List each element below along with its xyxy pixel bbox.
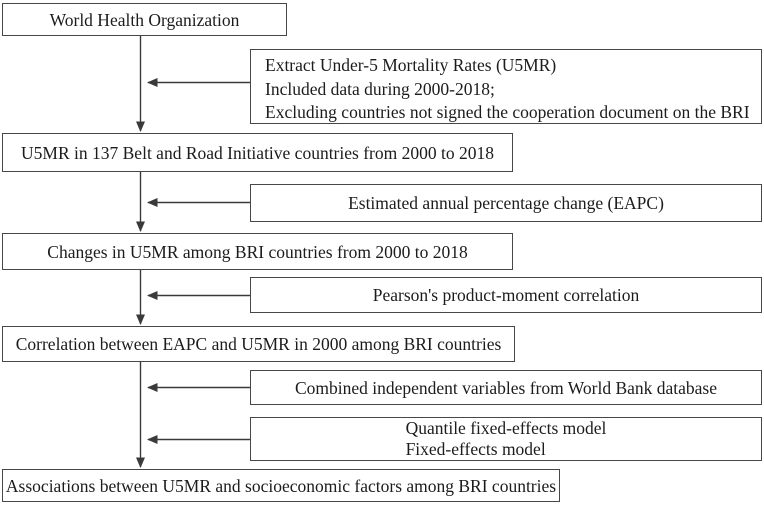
sidenode-extract-u5mr: Extract Under-5 Mortality Rates (U5MR) I… — [250, 49, 762, 124]
node-world-health-organization: World Health Organization — [2, 3, 287, 36]
sidenode-fixed-effects-models: Quantile fixed-effects model Fixed-effec… — [250, 417, 762, 461]
sidenode-text-line: Quantile fixed-effects model — [405, 418, 607, 438]
sidenode-text: Pearson's product-moment correlation — [372, 285, 640, 305]
node-text: Correlation between EAPC and U5MR in 200… — [15, 334, 502, 354]
sidenode-text-line: Extract Under-5 Mortality Rates (U5MR) — [265, 55, 557, 75]
sidenode-text-line: Included data during 2000-2018; — [265, 78, 495, 99]
sidenode-eapc: Estimated annual percentage change (EAPC… — [250, 184, 762, 222]
node-text: World Health Organization — [49, 9, 240, 30]
sidenode-text-line: Fixed-effects model — [405, 439, 546, 459]
sidenode-text: Combined independent variables from Worl… — [294, 377, 718, 398]
sidenode-text-block: Quantile fixed-effects model Fixed-effec… — [406, 418, 607, 460]
sidenode-world-bank-variables: Combined independent variables from Worl… — [250, 370, 762, 405]
sidenode-text: Estimated annual percentage change (EAPC… — [348, 193, 664, 213]
node-text: U5MR in 137 Belt and Road Initiative cou… — [21, 142, 494, 163]
sidenode-text-line: Excluding countries not signed the coope… — [265, 102, 750, 122]
node-u5mr-137-bri-countries: U5MR in 137 Belt and Road Initiative cou… — [2, 133, 513, 172]
node-correlation-eapc-u5mr: Correlation between EAPC and U5MR in 200… — [2, 326, 515, 362]
node-text: Changes in U5MR among BRI countries from… — [47, 241, 468, 262]
sidenode-pearson-correlation: Pearson's product-moment correlation — [250, 277, 762, 313]
node-associations-socioeconomic: Associations between U5MR and socioecono… — [2, 469, 560, 502]
node-changes-in-u5mr: Changes in U5MR among BRI countries from… — [2, 233, 513, 270]
node-text: Associations between U5MR and socioecono… — [5, 475, 557, 496]
